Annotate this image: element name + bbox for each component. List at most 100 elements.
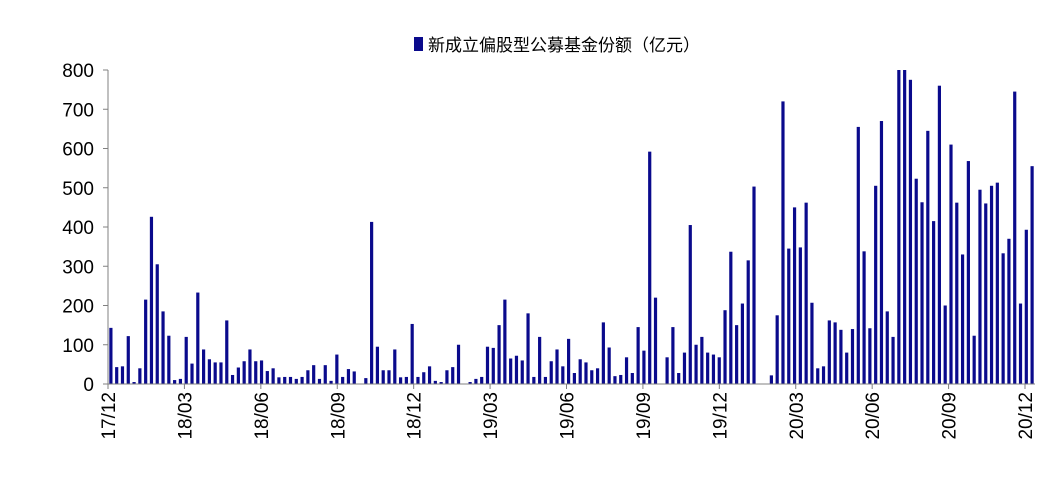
bar	[630, 373, 634, 384]
bar	[966, 161, 970, 384]
bar	[300, 376, 304, 384]
bar	[485, 346, 490, 384]
bar	[514, 355, 519, 384]
bar	[746, 260, 750, 384]
bar	[503, 299, 507, 384]
bar	[480, 376, 484, 384]
x-tick-label: 20/12	[1016, 392, 1037, 440]
bar	[978, 189, 982, 384]
bar	[706, 352, 710, 384]
bar	[584, 362, 588, 384]
bar	[903, 70, 907, 384]
bar	[173, 380, 177, 384]
bar	[920, 202, 924, 384]
bar	[671, 327, 675, 384]
bar	[862, 251, 866, 384]
bar	[155, 264, 159, 384]
bar	[190, 363, 194, 384]
bar	[932, 221, 936, 384]
bar	[949, 144, 953, 384]
bar	[317, 378, 322, 384]
bar	[283, 376, 287, 384]
bar	[370, 221, 374, 384]
bar	[538, 336, 542, 384]
bar	[236, 367, 240, 384]
x-tick-label: 20/03	[787, 392, 808, 440]
y-axis-ticks: 0 100 200 300 400 500 600 700 800	[62, 61, 108, 396]
bar	[277, 377, 281, 384]
bar	[323, 365, 327, 384]
bar	[109, 327, 113, 384]
bar	[312, 365, 316, 384]
bar	[468, 382, 472, 384]
bar	[115, 367, 119, 384]
bar	[816, 368, 820, 384]
bar	[613, 376, 617, 384]
x-tick-label: 20/06	[863, 392, 884, 440]
bar	[740, 303, 745, 384]
bar	[202, 349, 206, 384]
bar	[572, 373, 576, 384]
bar	[178, 378, 183, 384]
bar	[126, 336, 130, 384]
bar	[207, 359, 211, 384]
bar	[497, 325, 501, 385]
bar	[879, 121, 884, 385]
bar	[769, 375, 773, 384]
bar	[329, 380, 333, 384]
bar	[1030, 166, 1034, 384]
legend-swatch	[414, 37, 423, 51]
bar	[364, 378, 368, 384]
y-tick-label: 700	[62, 100, 94, 121]
bar	[149, 216, 154, 384]
bar	[839, 329, 843, 384]
x-tick-label: 18/12	[405, 392, 426, 440]
bar	[346, 369, 351, 384]
bar	[787, 248, 791, 384]
x-tick-label: 19/09	[634, 392, 655, 440]
bar	[607, 347, 611, 384]
bar	[723, 310, 727, 384]
bar	[144, 299, 148, 384]
bar	[700, 336, 704, 384]
bar	[271, 368, 275, 384]
bar	[213, 362, 217, 384]
y-tick-label: 300	[62, 257, 94, 278]
bar	[937, 85, 941, 384]
bar	[520, 360, 524, 384]
x-tick-label: 19/12	[710, 392, 731, 440]
bar	[955, 202, 959, 384]
bar	[491, 347, 495, 384]
bar	[254, 361, 258, 384]
bar	[375, 346, 380, 384]
bar	[845, 352, 849, 384]
bar	[381, 370, 385, 384]
bar	[1024, 229, 1028, 384]
bar	[578, 359, 582, 384]
bar	[972, 335, 976, 384]
y-tick-label: 600	[62, 140, 94, 161]
bar	[984, 203, 988, 384]
bar	[752, 186, 756, 384]
bar	[549, 361, 553, 384]
bar	[445, 370, 449, 384]
bar	[433, 380, 437, 384]
bar	[943, 305, 947, 384]
bar	[416, 376, 420, 384]
axes-group	[107, 70, 1035, 385]
bar	[908, 79, 913, 384]
bar	[648, 151, 652, 384]
bar	[526, 313, 530, 384]
bar	[1018, 303, 1023, 384]
bar	[856, 126, 860, 384]
bar	[184, 336, 188, 384]
bars-group	[109, 70, 1034, 385]
x-tick-label: 19/06	[558, 392, 579, 440]
bar	[868, 328, 872, 384]
x-axis-ticks: 17/12 18/03 18/06 18/09 18/12 19/03 19/06 19/09…	[99, 384, 1037, 440]
bar	[619, 374, 623, 384]
bar	[914, 178, 918, 384]
bar	[567, 338, 571, 384]
bar	[926, 130, 930, 384]
bar	[1001, 253, 1005, 384]
